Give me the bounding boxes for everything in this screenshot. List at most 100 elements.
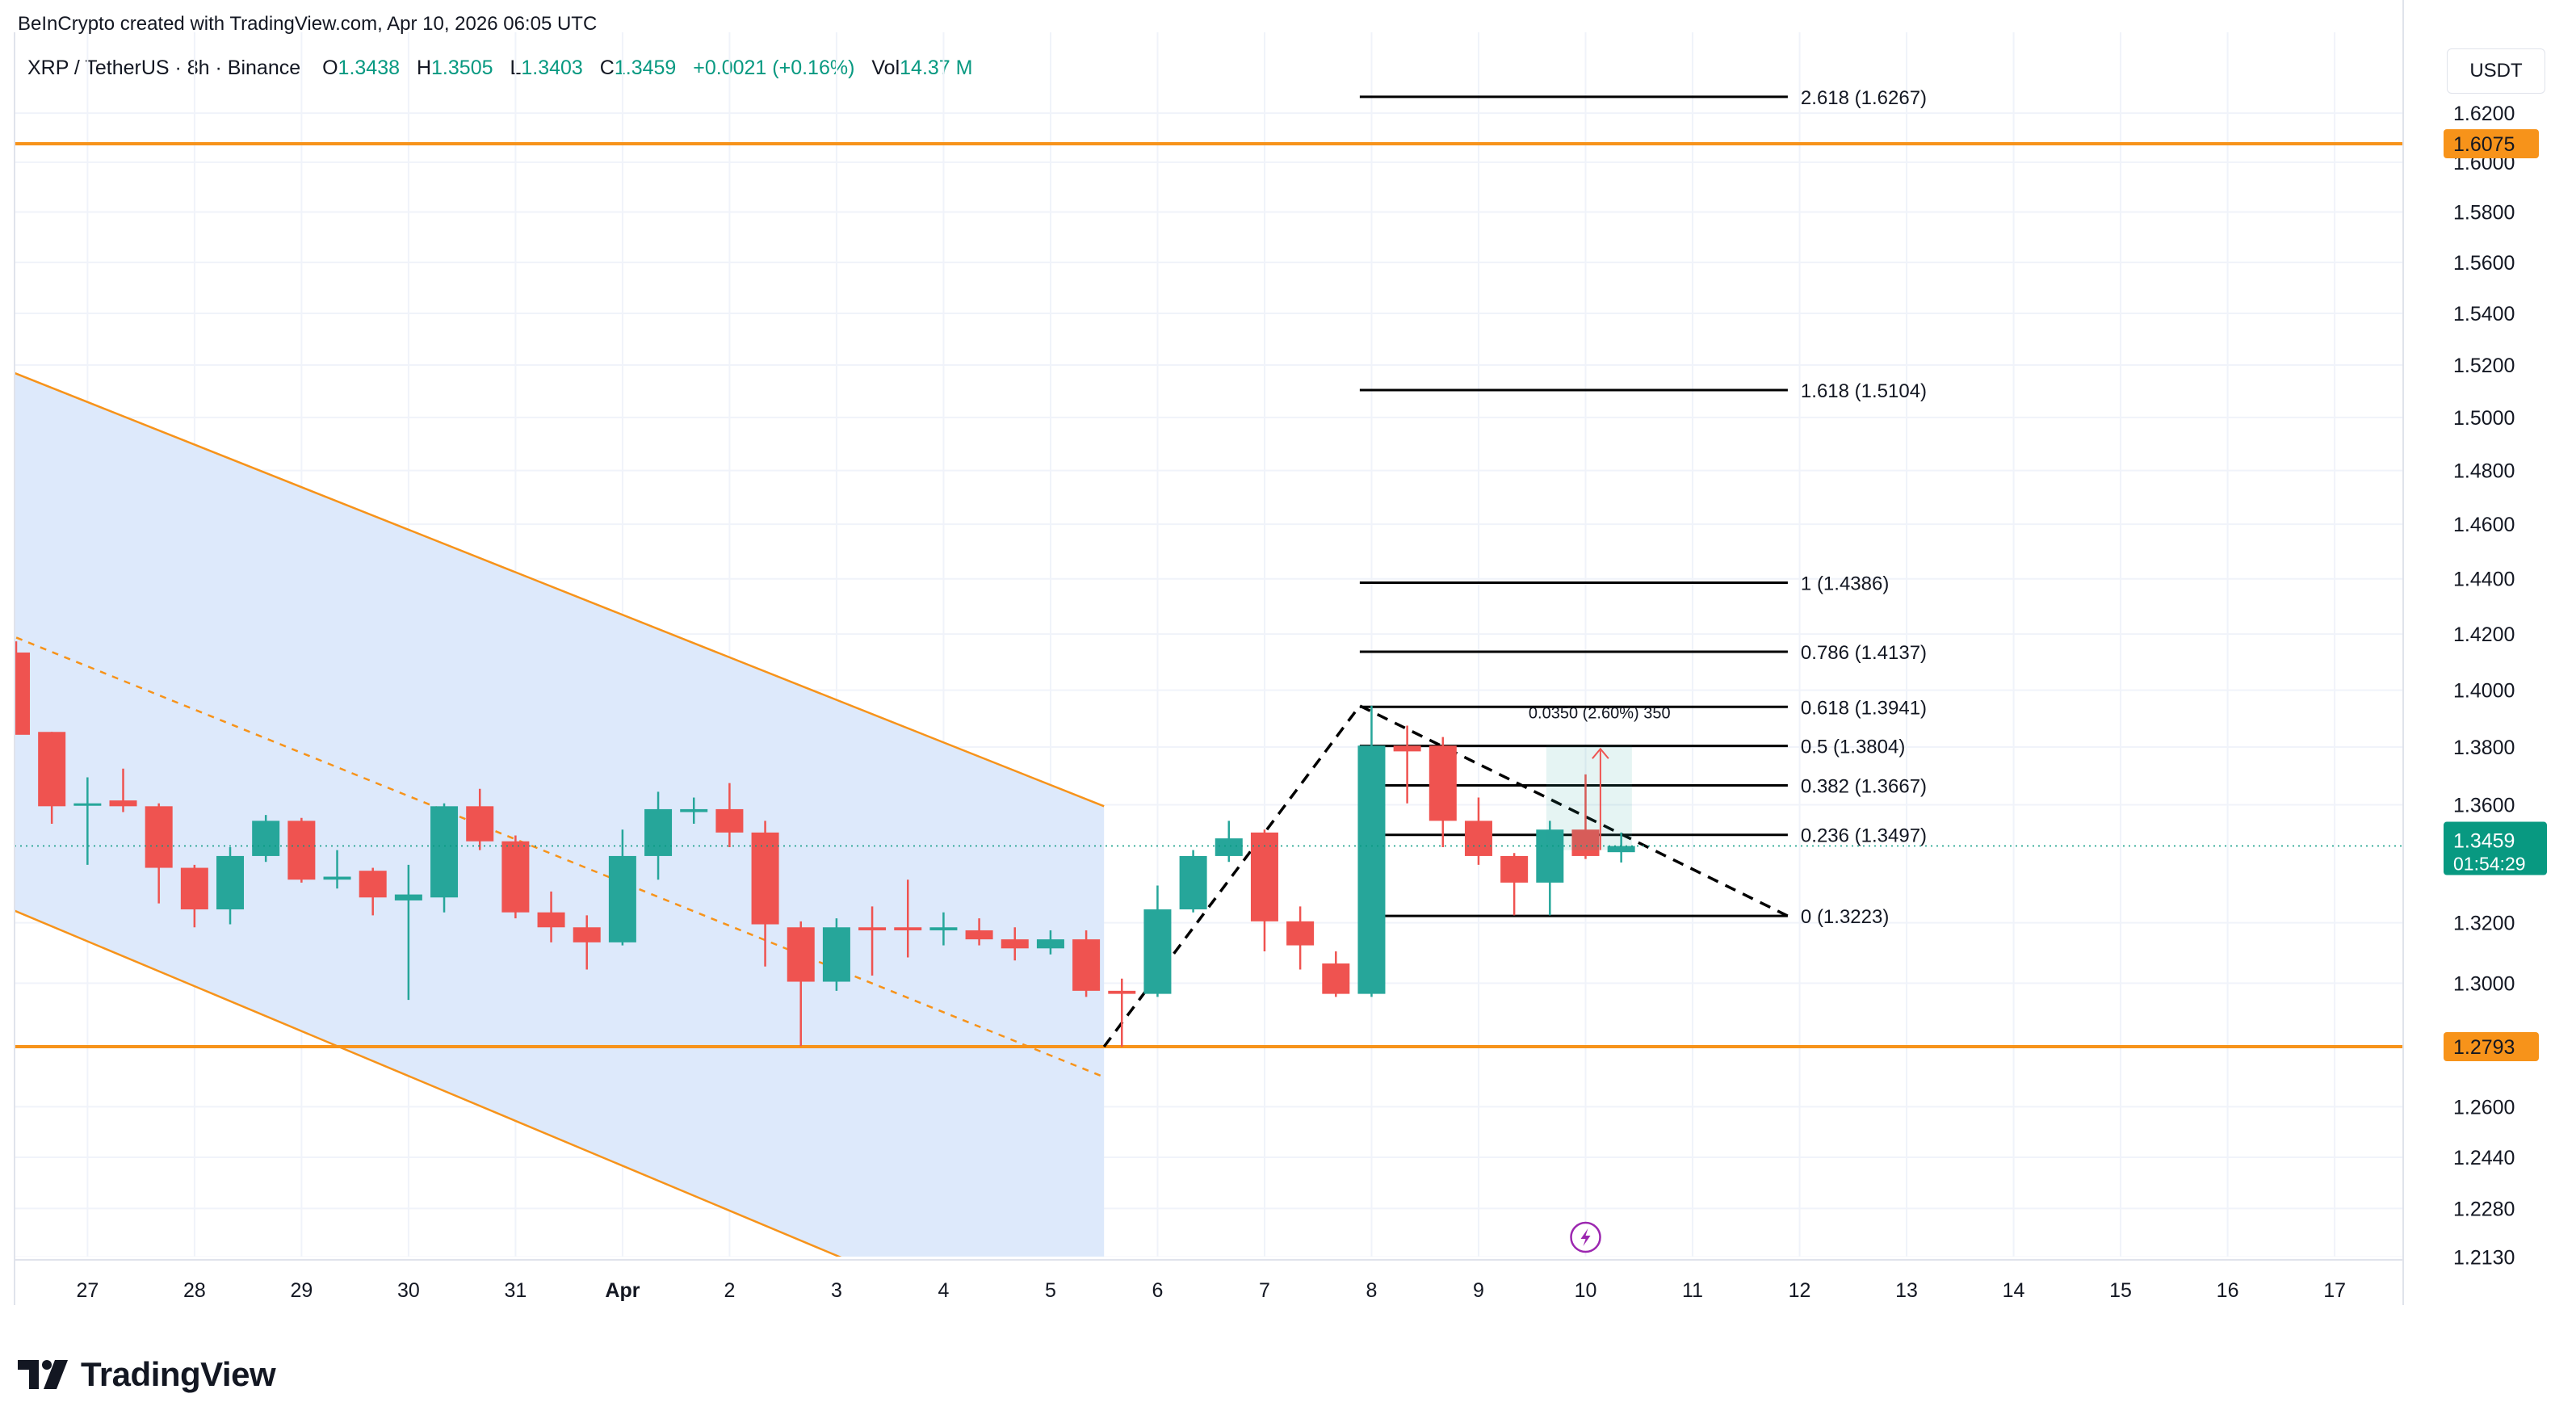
measure-box [1546,745,1632,850]
channel-mid-line [15,636,1105,1078]
close-label: C [599,57,615,79]
fibonacci-extension: 2.618 (1.6267) 1.618 (1.5104) 1 (1.4386) 0.… [1102,87,1927,1048]
symbol-name[interactable]: XRP / TetherUS · 8h · Binance [27,57,301,79]
y-tick-label: 1.2440 [2453,1147,2515,1169]
y-tick-label: 1.5000 [2453,407,2515,430]
fib-level-label: 1.618 (1.5104) [1801,380,1927,402]
candle-body [252,821,280,856]
x-tick-label: 29 [290,1279,313,1302]
symbol-legend: XRP / TetherUS · 8h · Binance O1.3438 H1… [27,57,972,80]
y-tick-label: 1.4000 [2453,680,2515,703]
y-tick-label: 1.2600 [2453,1096,2515,1119]
y-tick-label: 1.5400 [2453,303,2515,325]
y-tick-label: 1.5800 [2453,201,2515,224]
candle-body [359,871,387,898]
candle-body [1536,829,1564,883]
high-label: H [416,57,432,79]
candle-body [1143,909,1172,994]
candle-body [680,808,708,812]
x-tick-label: 10 [1575,1279,1597,1302]
x-tick-label: 5 [1045,1279,1056,1302]
fib-level-label: 0.382 (1.3667) [1801,775,1927,797]
horizontal-levels [15,142,2403,1048]
fib-level-label: 0.618 (1.3941) [1801,697,1927,719]
candle-body [38,732,66,807]
candle-body [15,652,30,735]
candle-body [1286,921,1315,946]
y-tick-label: 1.3200 [2453,913,2515,935]
lightning-icon [1580,1228,1591,1246]
candle-body [1464,821,1492,856]
level-price-badge [2444,129,2539,158]
candles [15,641,1635,1047]
y-tick-label: 1.5200 [2453,355,2515,377]
candle-body [430,806,459,898]
candle-body [894,927,922,930]
x-tick-label: Apr [605,1279,640,1302]
candle-body [180,867,208,910]
x-tick-label: 30 [397,1279,420,1302]
measure-tool: 0.0350 (2.60%) 350 [15,704,2403,850]
candle-body [537,912,565,928]
measure-arrow-head [1592,747,1609,759]
open-label: O [322,57,338,79]
x-tick-label: 28 [183,1279,206,1302]
y-tick-label: 1.4400 [2453,569,2515,591]
x-tick-label: 16 [2217,1279,2239,1302]
fib-level-label: 0 (1.3223) [1801,906,1889,928]
chart-credit: BeInCrypto created with TradingView.com,… [18,13,598,35]
y-tick-label: 1.4600 [2453,514,2515,536]
fib-level-label: 2.618 (1.6267) [1801,87,1927,109]
level-price-badge [2444,1032,2539,1061]
candle-body [1250,832,1278,921]
candle-body [1500,855,1529,883]
candle-body [858,927,887,930]
candle-body [287,821,316,880]
x-tick-label: 8 [1366,1279,1378,1302]
y-tick-label: 1.2280 [2453,1198,2515,1220]
x-tick-label: 17 [2323,1279,2346,1302]
fib-level-label: 0.786 (1.4137) [1801,642,1927,664]
candle-body [1179,855,1207,910]
candle-body [466,806,494,842]
x-tick-label: 27 [76,1279,99,1302]
axes: 1.2130 1.2280 1.2440 1.2600 1.3000 1.3200 1.36… [14,0,2547,1305]
volume-label: Vol [871,57,900,79]
candle-body [822,927,850,982]
y-tick-label: 1.2130 [2453,1247,2515,1270]
candle-body [751,832,779,925]
x-tick-label: 6 [1152,1279,1164,1302]
channel-fill [15,372,1105,1257]
tradingview-logo-icon [18,1360,68,1389]
current-price-badge [2444,821,2547,875]
candle-body [608,855,636,942]
channel-lower-line [15,909,842,1257]
candle-body [715,808,744,833]
x-tick-label: 13 [1895,1279,1918,1302]
x-tick-label: 9 [1473,1279,1484,1302]
y-tick-label: 1.5600 [2453,252,2515,275]
open-value: 1.3438 [338,57,401,79]
candle-body [1393,745,1421,752]
candle-body [1607,846,1635,853]
candle-body [965,930,993,940]
high-value: 1.3505 [431,57,493,79]
x-tick-label: 15 [2109,1279,2132,1302]
candle-body [501,841,530,913]
tradingview-logo-text: TradingView [81,1355,276,1393]
candle-body [323,876,351,880]
currency-button[interactable]: USDT [2447,48,2545,94]
candle-body [1322,963,1350,994]
candle-body [1001,939,1029,949]
x-tick-label: 7 [1259,1279,1270,1302]
candle-body [1429,745,1457,821]
candle-body [644,808,673,856]
y-tick-label: 1.6200 [2453,103,2515,125]
y-tick-label: 1.4800 [2453,460,2515,483]
candle-body [1108,990,1136,994]
candle-body [1571,829,1600,856]
candle-body [1357,745,1386,994]
x-tick-label: 11 [1682,1279,1703,1302]
change-value: +0.0021 (+0.16%) [693,57,855,79]
